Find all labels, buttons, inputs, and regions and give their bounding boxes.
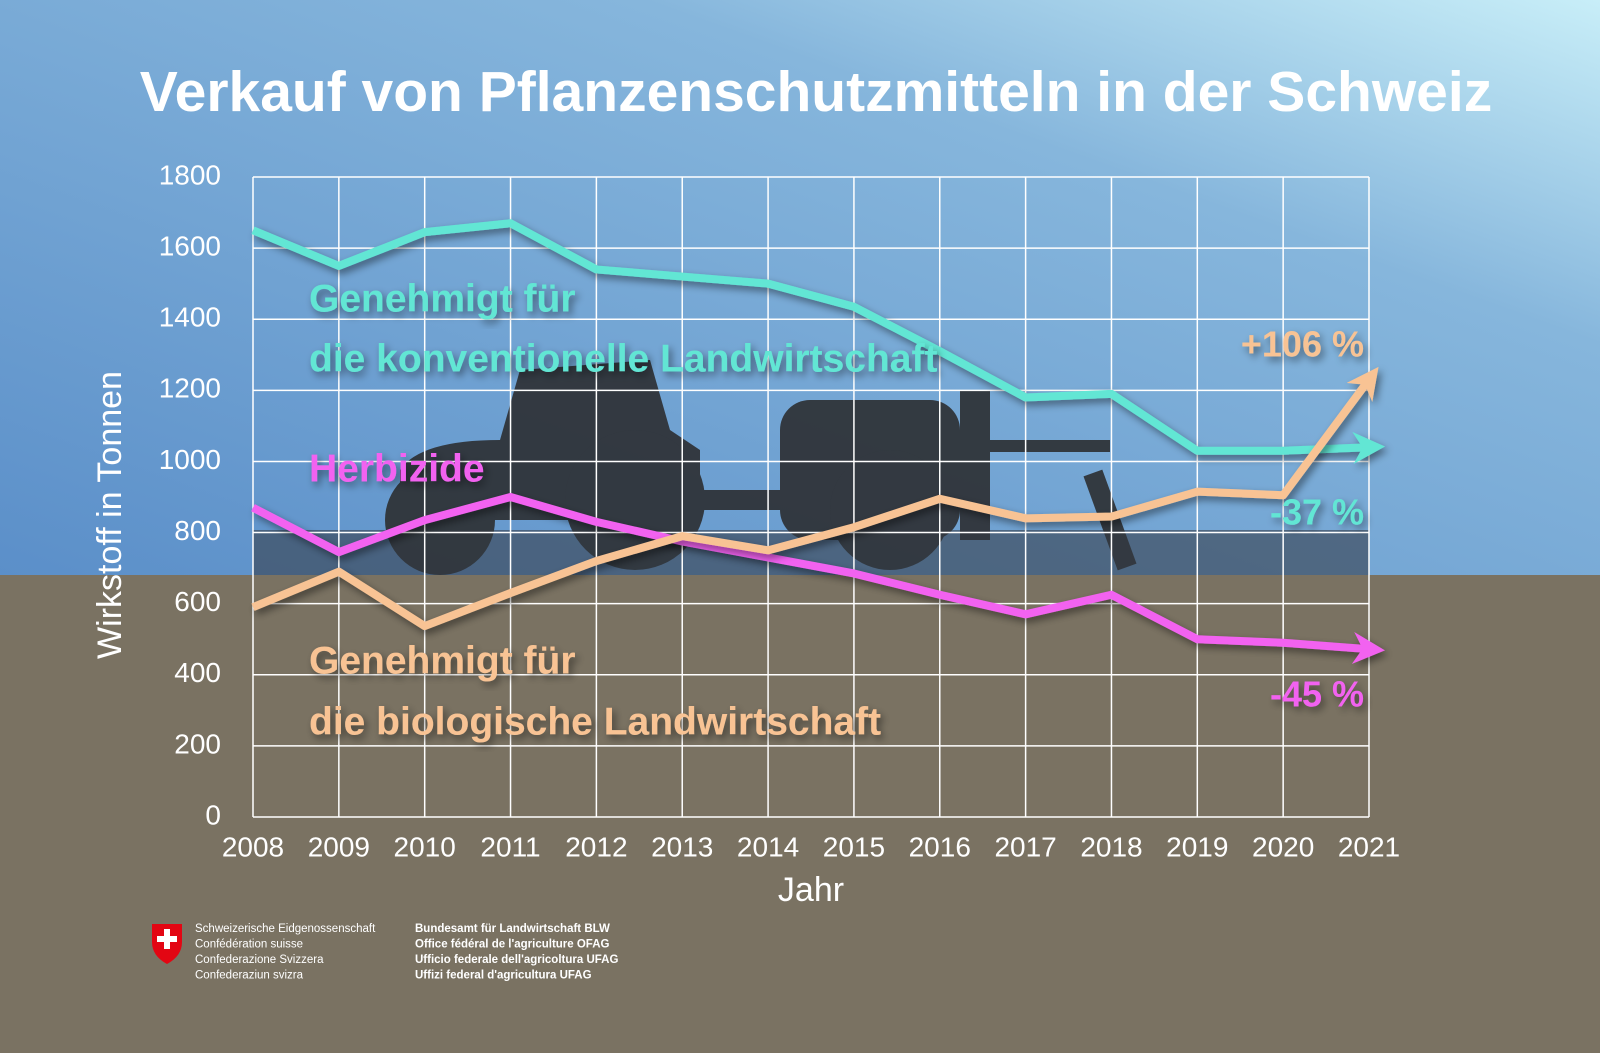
x-tick-label: 2008 <box>222 831 284 862</box>
lines <box>251 219 1385 664</box>
footer-text: Schweizerische Eidgenossenschaft <box>195 923 376 935</box>
x-tick-label: 2012 <box>565 831 627 862</box>
x-tick-label: 2014 <box>737 831 799 862</box>
x-tick-label: 2016 <box>909 831 971 862</box>
series-label: die biologische Landwirtschaft <box>309 700 881 743</box>
x-tick-label: 2009 <box>308 831 370 862</box>
footer-text: Confederazione Svizzera <box>195 954 324 966</box>
y-tick-label: 1000 <box>159 444 221 475</box>
y-tick-label: 800 <box>174 515 221 546</box>
series-label: Genehmigt für <box>309 639 576 682</box>
series-line <box>251 219 1385 464</box>
x-axis-label: Jahr <box>778 871 844 909</box>
y-axis-label: Wirkstoff in Tonnen <box>91 371 129 659</box>
y-tick-label: 1400 <box>159 302 221 333</box>
x-tick-label: 2011 <box>480 831 540 862</box>
y-tick-label: 600 <box>174 586 221 617</box>
y-tick-label: 0 <box>205 799 221 830</box>
series-line <box>251 493 1385 664</box>
x-tick-label: 2017 <box>994 831 1056 862</box>
swiss-logo <box>152 924 182 964</box>
footer-text: Bundesamt für Landwirtschaft BLW <box>415 923 610 935</box>
y-tick-label: 1600 <box>159 231 221 262</box>
chart-title: Verkauf von Pflanzenschutzmitteln in der… <box>140 60 1492 124</box>
x-tick-label: 2019 <box>1166 831 1228 862</box>
footer-text: Ufficio federale dell'agricoltura UFAG <box>415 954 618 966</box>
x-tick-label: 2018 <box>1080 831 1142 862</box>
change-annotation: +106 % <box>1241 324 1364 365</box>
y-tick-label: 200 <box>174 728 221 759</box>
y-tick-label: 400 <box>174 657 221 688</box>
series-label: Herbizide <box>309 447 485 490</box>
x-tick-label: 2015 <box>823 831 885 862</box>
footer-text: Confédération suisse <box>195 939 303 951</box>
y-tick-label: 1200 <box>159 373 221 404</box>
footer-text: Office fédéral de l'agriculture OFAG <box>415 939 610 951</box>
x-tick-label: 2021 <box>1338 831 1400 862</box>
footer: Schweizerische Eidgenossenschaft Confédér… <box>195 923 618 982</box>
footer-text: Confederaziun svizra <box>195 970 304 982</box>
series-label: Genehmigt für <box>309 277 576 320</box>
x-tick-label: 2013 <box>651 831 713 862</box>
series-label: die konventionelle Landwirtschaft <box>309 337 937 380</box>
change-annotation: -37 % <box>1270 492 1364 533</box>
series-line <box>251 366 1379 631</box>
x-tick-label: 2020 <box>1252 831 1314 862</box>
change-annotation: -45 % <box>1270 674 1364 715</box>
footer-text: Uffizi federal d'agricultura UFAG <box>415 970 592 982</box>
ground <box>0 575 1600 1053</box>
x-tick-label: 2010 <box>394 831 456 862</box>
y-tick-label: 1800 <box>159 159 221 190</box>
